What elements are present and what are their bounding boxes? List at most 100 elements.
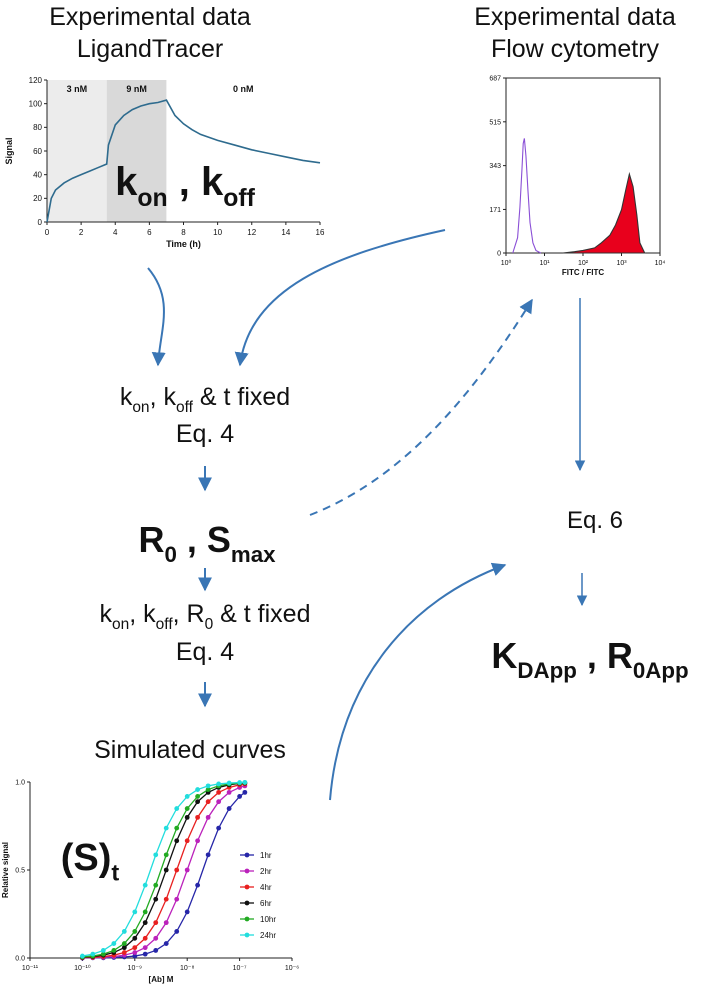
- marker: [174, 806, 180, 811]
- subscript: max: [231, 542, 276, 567]
- marker: [163, 920, 169, 926]
- y-axis-label: Relative signal: [1, 842, 10, 898]
- marker: [163, 867, 169, 873]
- y-axis-label: Signal: [4, 137, 14, 164]
- x-tick-label: 10²: [578, 260, 589, 267]
- x-tick-label: 10⁻⁹: [128, 965, 142, 972]
- y-tick-label: 80: [33, 123, 42, 132]
- text-part: K: [491, 635, 517, 676]
- x-tick-label: 6: [147, 228, 152, 237]
- marker: [100, 948, 106, 953]
- marker: [153, 920, 159, 926]
- marker: [153, 852, 159, 858]
- marker: [142, 909, 148, 915]
- marker: [184, 909, 190, 915]
- x-tick-label: 10¹: [539, 260, 550, 267]
- y-tick-label: 0.0: [15, 955, 25, 962]
- text-part: , R: [577, 635, 633, 676]
- marker: [153, 882, 159, 888]
- marker: [90, 951, 96, 957]
- legend-label: 24hr: [260, 931, 276, 940]
- y-tick-label: 120: [29, 76, 43, 85]
- marker: [174, 825, 180, 831]
- title: Experimental data: [474, 3, 676, 31]
- y-tick-label: 515: [489, 119, 501, 126]
- arrows: [147, 229, 588, 801]
- subscript: 0: [164, 542, 176, 567]
- subscript: t: [111, 860, 119, 886]
- text-part: & t fixed: [213, 600, 310, 628]
- marker: [226, 789, 232, 795]
- text-part: k: [120, 383, 133, 411]
- text-part: R: [138, 519, 164, 560]
- legend-label: 2hr: [260, 867, 272, 876]
- marker: [205, 799, 211, 805]
- line: [46, 99, 321, 223]
- band-label: 3 nM: [67, 84, 88, 94]
- subscript: on: [137, 185, 167, 212]
- marker: [174, 929, 180, 934]
- legend-marker: [244, 932, 250, 938]
- marker: [195, 838, 201, 844]
- result: R0 , Smax: [138, 519, 276, 567]
- marker: [132, 950, 138, 955]
- text-part: (S): [61, 837, 112, 879]
- subscript: off: [156, 616, 174, 633]
- x-tick-label: 10: [213, 228, 222, 237]
- marker: [195, 799, 201, 805]
- marker: [142, 945, 148, 951]
- marker: [132, 909, 138, 915]
- legend-marker: [244, 884, 250, 890]
- text-part: k: [115, 160, 138, 204]
- title: LigandTracer: [77, 35, 223, 63]
- text-part: , k: [129, 600, 156, 628]
- marker: [237, 794, 243, 799]
- chart: 3 nM 9 nM 0 nM 0 20 40 60 80 100 120 0 2 4 6 8 10 12 14 16…: [4, 76, 325, 249]
- y-tick-label: 171: [489, 207, 501, 214]
- text-part: k: [100, 600, 113, 628]
- marker: [121, 929, 127, 934]
- subscript: off: [223, 185, 255, 212]
- x-tick-label: 0: [45, 228, 50, 237]
- step-text: Simulated curves: [94, 736, 286, 764]
- subscript: on: [112, 616, 129, 633]
- marker: [132, 953, 138, 959]
- marker: [205, 852, 211, 858]
- y-tick-label: 0: [38, 218, 43, 227]
- x-tick-label: 2: [79, 228, 84, 237]
- line: [512, 138, 542, 254]
- x-tick-label: 10³: [616, 260, 627, 267]
- marker: [132, 935, 138, 941]
- y-tick-label: 1.0: [15, 779, 25, 786]
- area: [562, 171, 646, 254]
- arrow: [234, 229, 446, 367]
- legend-label: 6hr: [260, 899, 272, 908]
- legend-marker: [244, 916, 250, 922]
- marker: [142, 951, 148, 957]
- subscript: 0: [205, 616, 214, 633]
- marker: [184, 814, 190, 820]
- legend-label: 1hr: [260, 851, 272, 860]
- marker: [216, 799, 222, 805]
- y-tick-label: 343: [489, 163, 501, 170]
- text-part: , k: [150, 383, 177, 411]
- marker: [174, 896, 180, 902]
- x-tick-label: 12: [247, 228, 256, 237]
- y-tick-label: 687: [489, 75, 501, 82]
- marker: [163, 941, 169, 946]
- x-tick-label: 4: [113, 228, 118, 237]
- x-tick-label: 14: [281, 228, 290, 237]
- subscript: on: [132, 399, 149, 416]
- legend-label: 10hr: [260, 915, 276, 924]
- x-axis-label: [Ab] M: [149, 975, 174, 984]
- y-tick-label: 60: [33, 147, 42, 156]
- x-axis-label: Time (h): [166, 239, 201, 249]
- chart: 0.0 0.5 1.0 10⁻¹¹ 10⁻¹⁰ 10⁻⁹ 10⁻⁸ 10⁻⁷ 10⁻⁶ [Ab] …: [1, 779, 299, 984]
- chart: 0 171 343 515 687 10⁰ 10¹ 10² 10³ 10⁴ FITC / FITC: [489, 75, 665, 277]
- marker: [80, 953, 85, 959]
- rate-constants: kon , koff: [115, 160, 256, 212]
- x-tick-label: 10⁻⁷: [233, 965, 247, 972]
- title: Flow cytometry: [491, 35, 660, 63]
- x-tick-label: 10⁴: [655, 260, 666, 267]
- y-tick-label: 40: [33, 170, 42, 179]
